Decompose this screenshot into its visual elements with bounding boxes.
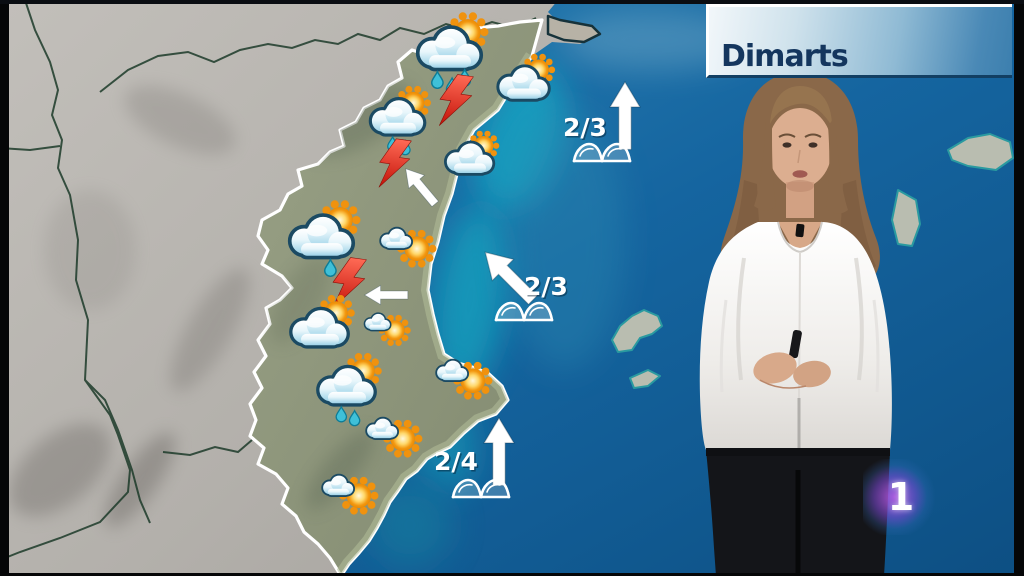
- frame-edge-top: [0, 0, 1024, 4]
- sea-state-value: 2/3: [563, 113, 607, 142]
- sea-state-south-coast: 2/42/4: [434, 416, 516, 499]
- sea-state-layer: 2/32/3 2/32/3 2/42/4: [434, 80, 642, 499]
- weather-icon-wind-arrow: [363, 284, 409, 306]
- presenter-hands: [753, 352, 831, 389]
- presenter-chest: [778, 222, 822, 262]
- island-formentera: [629, 369, 661, 389]
- weather-icon-sun-cloud: [435, 358, 493, 400]
- svg-text:2/3: 2/3: [565, 115, 609, 144]
- channel-logo-number: 1: [887, 475, 915, 519]
- weather-icon-sun-cloud: [379, 226, 437, 268]
- weather-icons-layer: [287, 12, 556, 515]
- island-ibiza: [611, 309, 663, 353]
- sea-state-value: 2/4: [434, 447, 478, 476]
- weather-icon-wind-arrow: [405, 168, 440, 208]
- balearic-islands: [611, 133, 1014, 389]
- svg-text:2/3: 2/3: [526, 274, 570, 303]
- island-mallorca-edge: [891, 189, 921, 247]
- sea-state-central-coast: 2/32/3: [484, 251, 570, 322]
- presenter-fringe: [770, 86, 832, 126]
- sea-waves-icon: [572, 142, 632, 163]
- jacket-details: [719, 221, 880, 448]
- sea-state-north-coast: 2/32/3: [563, 80, 642, 163]
- ebro-delta: [546, 14, 602, 44]
- svg-text:2/4: 2/4: [436, 449, 480, 478]
- weather-icon-cloud-sun: [443, 130, 500, 176]
- weather-icon-cloud-sun: [496, 53, 556, 102]
- weather-icon-sun-cloud: [363, 312, 411, 346]
- lapel-microphone: [795, 223, 805, 238]
- presenter-clicker: [789, 329, 802, 359]
- presenter-face: [768, 108, 832, 188]
- weather-icon-sun-cloud: [365, 416, 423, 458]
- weather-icon-cloud-sun-rain: [287, 200, 361, 277]
- sea-state-value: 2/3: [524, 272, 568, 301]
- frame-edge-right: [1014, 0, 1024, 576]
- weather-icon-sun-cloud: [321, 473, 379, 515]
- channel-logo: 1: [863, 459, 939, 535]
- day-label: Dimarts: [721, 39, 849, 74]
- wind-arrow-icon: [484, 251, 539, 306]
- frame-edge-left: [0, 0, 9, 576]
- day-banner: Dimarts: [706, 4, 1012, 78]
- presenter: [699, 72, 892, 576]
- sea-waves-icon: [494, 301, 554, 322]
- island-menorca: [947, 133, 1014, 171]
- weather-icon-cloud-sun: [289, 295, 355, 349]
- frame-edge-bottom: [0, 573, 1024, 576]
- weather-icon-lightning: [439, 74, 474, 126]
- weather-icon-lightning: [378, 138, 412, 188]
- weather-icon-cloud-sun-rain: [316, 353, 382, 427]
- presenter-features: [778, 133, 822, 178]
- sea-waves-icon: [451, 478, 511, 499]
